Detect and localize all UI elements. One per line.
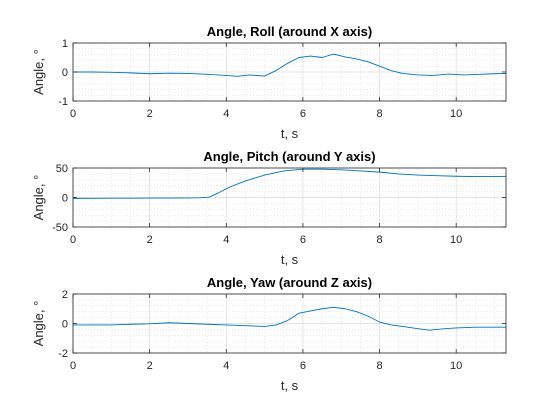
y-tick-label: 0 [62,67,68,79]
x-tick-label: 2 [147,234,153,246]
x-tick-label: 10 [450,360,462,372]
x-tick-label: 0 [70,360,76,372]
x-tick-label: 8 [376,360,382,372]
x-axis-label: t, s [281,126,299,141]
y-axis-label: Angle, ° [31,49,46,95]
y-tick-label: 0 [62,193,68,205]
x-tick-label: 4 [223,360,229,372]
chart-title: Angle, Pitch (around Y axis) [203,149,375,164]
y-tick-label: 50 [56,163,68,175]
series-line [73,306,506,331]
x-tick-label: 2 [147,360,153,372]
chart-title: Angle, Roll (around X axis) [207,24,372,39]
y-tick-label: -50 [52,222,68,234]
x-tick-label: 4 [223,234,229,246]
x-tick-label: 6 [300,234,306,246]
series-line [72,168,506,199]
y-tick-label: 0 [62,319,68,331]
x-tick-label: 4 [223,108,229,120]
x-axis-label: t, s [281,378,299,393]
chart-title: Angle, Yaw (around Z axis) [207,275,372,290]
x-tick-label: 2 [147,108,153,120]
x-tick-label: 10 [450,108,462,120]
series-line [73,53,507,77]
x-tick-label: 8 [376,108,382,120]
y-axis-label: Angle, ° [31,301,46,347]
x-tick-label: 0 [70,234,76,246]
x-tick-label: 8 [376,234,382,246]
x-tick-label: 10 [450,234,462,246]
y-tick-label: 2 [62,289,68,301]
y-axis-label: Angle, ° [31,175,46,221]
y-tick-label: 1 [62,38,68,50]
x-tick-label: 0 [70,108,76,120]
x-tick-label: 6 [300,360,306,372]
y-tick-label: -2 [58,348,68,360]
x-tick-label: 6 [300,108,306,120]
x-axis-label: t, s [281,252,299,267]
y-tick-label: -1 [58,96,68,108]
